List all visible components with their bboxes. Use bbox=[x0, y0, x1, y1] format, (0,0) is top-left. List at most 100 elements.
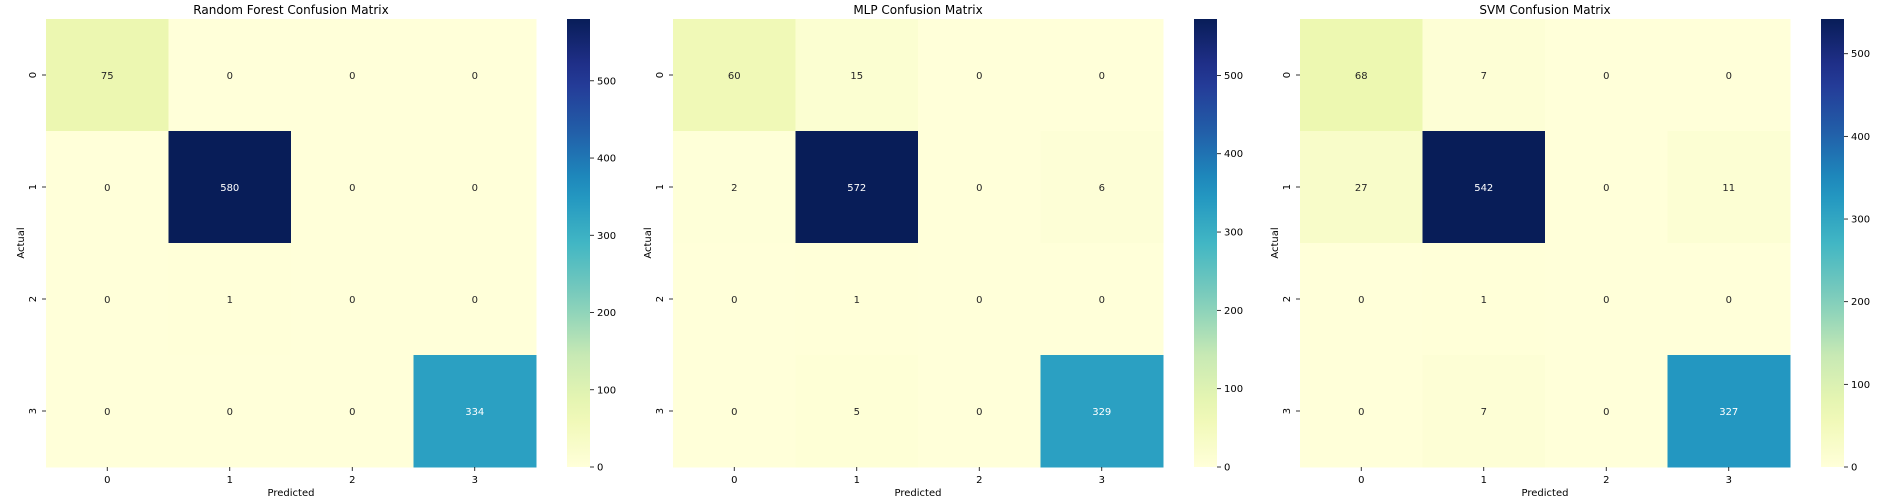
heatmap-cell bbox=[46, 131, 169, 244]
cell-value-label: 0 bbox=[472, 183, 478, 194]
heatmap-cell bbox=[918, 19, 1041, 132]
cell-value-label: 15 bbox=[850, 71, 863, 82]
cell-value-label: 0 bbox=[1099, 71, 1105, 82]
cell-value-label: 60 bbox=[728, 71, 741, 82]
cell-value-label: 0 bbox=[1099, 295, 1105, 306]
heatmap-cell bbox=[291, 355, 414, 468]
y-tick-label: 3 bbox=[655, 408, 666, 414]
y-axis-label: Actual bbox=[16, 227, 27, 258]
cell-value-label: 327 bbox=[1719, 407, 1738, 418]
x-axis-label: Predicted bbox=[895, 488, 942, 499]
cell-value-label: 0 bbox=[1726, 295, 1732, 306]
cell-value-label: 0 bbox=[1603, 183, 1609, 194]
heatmap-cell bbox=[673, 131, 796, 244]
x-axis-label: Predicted bbox=[1522, 488, 1569, 499]
heatmap-cell bbox=[1300, 131, 1423, 244]
cell-value-label: 7 bbox=[1481, 407, 1487, 418]
cell-value-label: 0 bbox=[1603, 71, 1609, 82]
colorbar-tick-label: 200 bbox=[597, 308, 616, 319]
heatmap-cell bbox=[1422, 243, 1546, 356]
cell-value-label: 0 bbox=[976, 71, 982, 82]
heatmap-cell bbox=[291, 131, 414, 244]
y-tick-label: 0 bbox=[1282, 72, 1293, 78]
colorbar-tick-label: 400 bbox=[1224, 149, 1243, 160]
heatmap-cell bbox=[1667, 243, 1791, 356]
cell-value-label: 542 bbox=[1474, 183, 1493, 194]
heatmap-cell bbox=[673, 355, 796, 468]
cell-value-label: 0 bbox=[104, 183, 110, 194]
heatmap-cell bbox=[918, 243, 1041, 356]
cell-value-label: 75 bbox=[101, 71, 114, 82]
colorbar-tick-label: 300 bbox=[1224, 228, 1243, 239]
cell-value-label: 0 bbox=[976, 407, 982, 418]
cell-value-label: 329 bbox=[1092, 407, 1111, 418]
cell-value-label: 0 bbox=[976, 183, 982, 194]
cell-value-label: 0 bbox=[104, 295, 110, 306]
cell-value-label: 0 bbox=[472, 295, 478, 306]
cell-value-label: 11 bbox=[1722, 183, 1735, 194]
colorbar bbox=[567, 19, 590, 467]
heatmap-cell bbox=[673, 243, 796, 356]
heatmap-cell bbox=[413, 243, 537, 356]
cell-value-label: 0 bbox=[349, 295, 355, 306]
cell-value-label: 0 bbox=[731, 295, 737, 306]
cell-value-label: 0 bbox=[976, 295, 982, 306]
x-tick-label: 0 bbox=[731, 475, 737, 486]
x-tick-label: 2 bbox=[349, 475, 355, 486]
cell-value-label: 0 bbox=[349, 183, 355, 194]
heatmap-cell bbox=[168, 243, 292, 356]
y-tick-label: 3 bbox=[1282, 408, 1293, 414]
cell-value-label: 334 bbox=[465, 407, 484, 418]
y-axis-label: Actual bbox=[1270, 227, 1281, 258]
colorbar-tick-label: 500 bbox=[1224, 71, 1243, 82]
colorbar-tick-label: 0 bbox=[1224, 463, 1230, 474]
colorbar-tick-label: 300 bbox=[1851, 215, 1870, 226]
heatmap-cell bbox=[673, 19, 796, 132]
y-tick-label: 2 bbox=[655, 296, 666, 302]
heatmap-cell bbox=[413, 131, 537, 244]
heatmap-cell bbox=[795, 19, 919, 132]
x-tick-label: 0 bbox=[104, 475, 110, 486]
cell-value-label: 0 bbox=[349, 407, 355, 418]
x-axis-label: Predicted bbox=[268, 488, 315, 499]
colorbar-tick-label: 0 bbox=[597, 463, 603, 474]
x-tick-label: 1 bbox=[854, 475, 860, 486]
cell-value-label: 1 bbox=[227, 295, 233, 306]
x-tick-label: 1 bbox=[227, 475, 233, 486]
x-tick-label: 0 bbox=[1358, 475, 1364, 486]
cell-value-label: 1 bbox=[854, 295, 860, 306]
heatmap-cell bbox=[1667, 19, 1791, 132]
cell-value-label: 0 bbox=[104, 407, 110, 418]
x-tick-label: 3 bbox=[1099, 475, 1105, 486]
cell-value-label: 0 bbox=[1358, 407, 1364, 418]
heatmap-cell bbox=[918, 355, 1041, 468]
y-tick-label: 2 bbox=[28, 296, 39, 302]
colorbar-tick-label: 500 bbox=[1851, 49, 1870, 60]
heatmap-cell bbox=[1422, 355, 1546, 468]
colorbar-tick-label: 200 bbox=[1224, 306, 1243, 317]
x-tick-label: 2 bbox=[976, 475, 982, 486]
heatmap-cell bbox=[918, 131, 1041, 244]
heatmap-cell bbox=[291, 243, 414, 356]
colorbar bbox=[1821, 19, 1844, 467]
colorbar-tick-label: 200 bbox=[1851, 297, 1870, 308]
x-tick-label: 3 bbox=[472, 475, 478, 486]
cell-value-label: 5 bbox=[854, 407, 860, 418]
heatmap-cell bbox=[1040, 131, 1164, 244]
colorbar-tick-label: 100 bbox=[1851, 380, 1870, 391]
heatmap-cell bbox=[1545, 131, 1668, 244]
y-tick-label: 0 bbox=[28, 72, 39, 78]
cell-value-label: 0 bbox=[1603, 407, 1609, 418]
heatmap-cell bbox=[46, 19, 169, 132]
cell-value-label: 0 bbox=[1726, 71, 1732, 82]
cell-value-label: 0 bbox=[472, 71, 478, 82]
x-tick-label: 3 bbox=[1726, 475, 1732, 486]
x-tick-label: 1 bbox=[1481, 475, 1487, 486]
x-tick-label: 2 bbox=[1603, 475, 1609, 486]
cell-value-label: 2 bbox=[731, 183, 737, 194]
y-tick-label: 3 bbox=[28, 408, 39, 414]
colorbar-tick-label: 100 bbox=[597, 385, 616, 396]
